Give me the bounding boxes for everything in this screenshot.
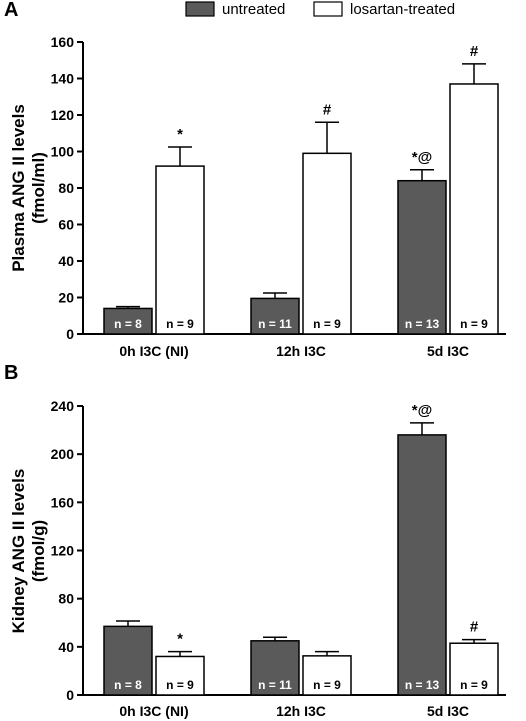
- significance-marker: #: [323, 101, 332, 118]
- y-tick-label: 0: [66, 687, 74, 703]
- bar-losartan-treated: [302, 655, 352, 696]
- significance-marker: *: [177, 126, 183, 143]
- y-tick-label: 120: [51, 543, 75, 559]
- x-category-label: 5d I3C: [427, 703, 469, 719]
- n-label: n = 13: [405, 317, 440, 331]
- y-tick-label: 160: [51, 34, 75, 50]
- legend-label-losartan: losartan-treated: [350, 1, 455, 18]
- legend-swatch-losartan: [313, 1, 343, 17]
- y-tick-label: 20: [58, 290, 74, 306]
- chart-panels: A Plasma ANG II levels(fmol/ml) 0 20 40 60 80 1…: [4, 0, 506, 719]
- bar-untreated: [250, 640, 300, 696]
- bar-untreated: [397, 179, 447, 335]
- chart-panel-B: B Kidney ANG II levels(fmol/g) 0 40 80 120 160…: [4, 362, 506, 719]
- x-category-label: 12h I3C: [276, 703, 326, 719]
- bar-losartan-treated: [155, 165, 205, 335]
- y-axis-label: Plasma ANG II levels(fmol/ml): [9, 104, 48, 272]
- y-tick-label: 140: [51, 71, 75, 87]
- bar-untreated: [250, 297, 300, 335]
- bar-untreated: [103, 307, 153, 335]
- n-label: n = 9: [313, 678, 341, 692]
- panel-label: A: [4, 0, 18, 21]
- y-axis-label: Kidney ANG II levels(fmol/g): [9, 469, 48, 634]
- y-axis-label-line: Kidney ANG II levels: [9, 469, 28, 634]
- n-label: n = 9: [313, 317, 341, 331]
- legend-label-untreated: untreated: [222, 1, 285, 18]
- y-tick-label: 80: [58, 591, 74, 607]
- n-label: n = 8: [114, 678, 142, 692]
- y-axis-label-line: Plasma ANG II levels: [9, 104, 28, 272]
- y-axis-label-line: (fmol/ml): [29, 152, 48, 224]
- bar-losartan-treated: [302, 152, 352, 335]
- n-label: n = 9: [166, 678, 194, 692]
- n-label: n = 8: [114, 317, 142, 331]
- bar-losartan-treated: [449, 83, 499, 335]
- x-category-label: 12h I3C: [276, 343, 326, 359]
- chart-panel-A: A Plasma ANG II levels(fmol/ml) 0 20 40 60 80 1…: [4, 0, 506, 359]
- y-tick-label: 120: [51, 107, 75, 123]
- y-tick-label: 100: [51, 144, 75, 160]
- y-tick-label: 160: [51, 494, 75, 510]
- n-label: n = 9: [460, 317, 488, 331]
- bar-losartan-treated: [155, 655, 205, 696]
- legend: untreated losartan-treated: [185, 1, 455, 18]
- n-label: n = 13: [405, 678, 440, 692]
- significance-marker: *@: [412, 402, 432, 419]
- bar-untreated: [397, 434, 447, 696]
- y-axis-label-line: (fmol/g): [29, 520, 48, 582]
- panel-label: B: [4, 362, 18, 384]
- n-label: n = 11: [258, 317, 292, 331]
- significance-marker: #: [470, 43, 479, 60]
- y-tick-label: 0: [66, 326, 74, 342]
- x-category-label: 0h I3C (NI): [119, 343, 188, 359]
- y-tick-label: 240: [51, 398, 75, 414]
- n-label: n = 9: [166, 317, 194, 331]
- y-tick-label: 40: [58, 639, 74, 655]
- n-label: n = 9: [460, 678, 488, 692]
- significance-marker: *: [177, 631, 183, 648]
- y-tick-label: 200: [51, 446, 75, 462]
- x-category-label: 5d I3C: [427, 343, 469, 359]
- n-label: n = 11: [258, 678, 292, 692]
- bar-untreated: [103, 625, 153, 696]
- y-tick-label: 60: [58, 217, 74, 233]
- legend-swatch-untreated: [185, 1, 215, 17]
- y-tick-label: 40: [58, 253, 74, 269]
- bar-losartan-treated: [449, 642, 499, 696]
- y-tick-label: 80: [58, 180, 74, 196]
- significance-marker: *@: [412, 149, 432, 166]
- x-category-label: 0h I3C (NI): [119, 703, 188, 719]
- significance-marker: #: [470, 619, 479, 636]
